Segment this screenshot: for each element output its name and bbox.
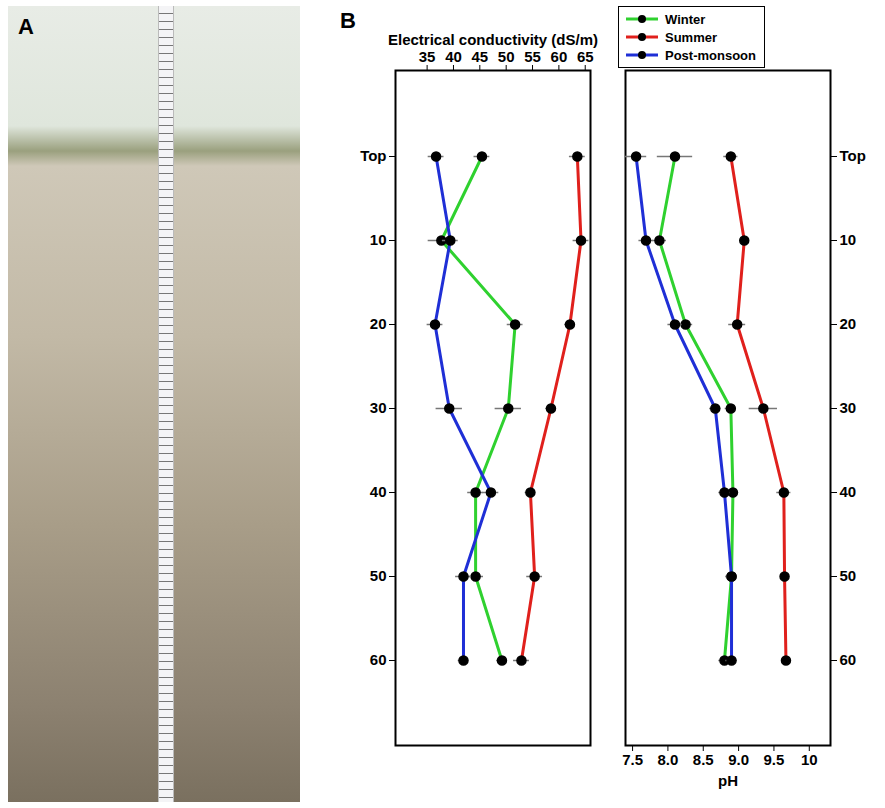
svg-text:65: 65 (577, 48, 594, 65)
svg-text:50: 50 (370, 567, 387, 584)
html-text:Winter: Winter (665, 11, 706, 27)
svg-text:30: 30 (370, 399, 387, 416)
svg-text:45: 45 (471, 48, 488, 65)
svg-text:50: 50 (498, 48, 515, 65)
html-text:Post-monsoon: Post-monsoon (665, 47, 756, 63)
svg-text:7.5: 7.5 (622, 751, 643, 768)
svg-text:40: 40 (445, 48, 462, 65)
svg-text:8.0: 8.0 (657, 751, 678, 768)
svg-text:60: 60 (551, 48, 568, 65)
svg-text:60: 60 (840, 651, 857, 668)
svg-text:Top: Top (360, 147, 386, 164)
svg-text:10: 10 (370, 231, 387, 248)
svg-text:20: 20 (840, 315, 857, 332)
svg-text:Electrical conductivity (dS/m): Electrical conductivity (dS/m) (388, 31, 598, 48)
svg-text:60: 60 (370, 651, 387, 668)
svg-text:8.5: 8.5 (693, 751, 714, 768)
svg-text:Top: Top (840, 147, 866, 164)
html-text:B: B (340, 8, 356, 33)
svg-text:20: 20 (370, 315, 387, 332)
svg-text:40: 40 (370, 483, 387, 500)
svg-text:30: 30 (840, 399, 857, 416)
html-text:Summer: Summer (665, 29, 717, 45)
html-text:A: A (18, 14, 34, 39)
svg-text:35: 35 (419, 48, 436, 65)
svg-text:55: 55 (524, 48, 541, 65)
svg-text:40: 40 (840, 483, 857, 500)
svg-text:pH: pH (718, 772, 738, 789)
svg-text:9.5: 9.5 (764, 751, 785, 768)
svg-text:50: 50 (840, 567, 857, 584)
svg-text:9.0: 9.0 (728, 751, 749, 768)
svg-text:10: 10 (840, 231, 857, 248)
svg-text:10: 10 (801, 751, 818, 768)
